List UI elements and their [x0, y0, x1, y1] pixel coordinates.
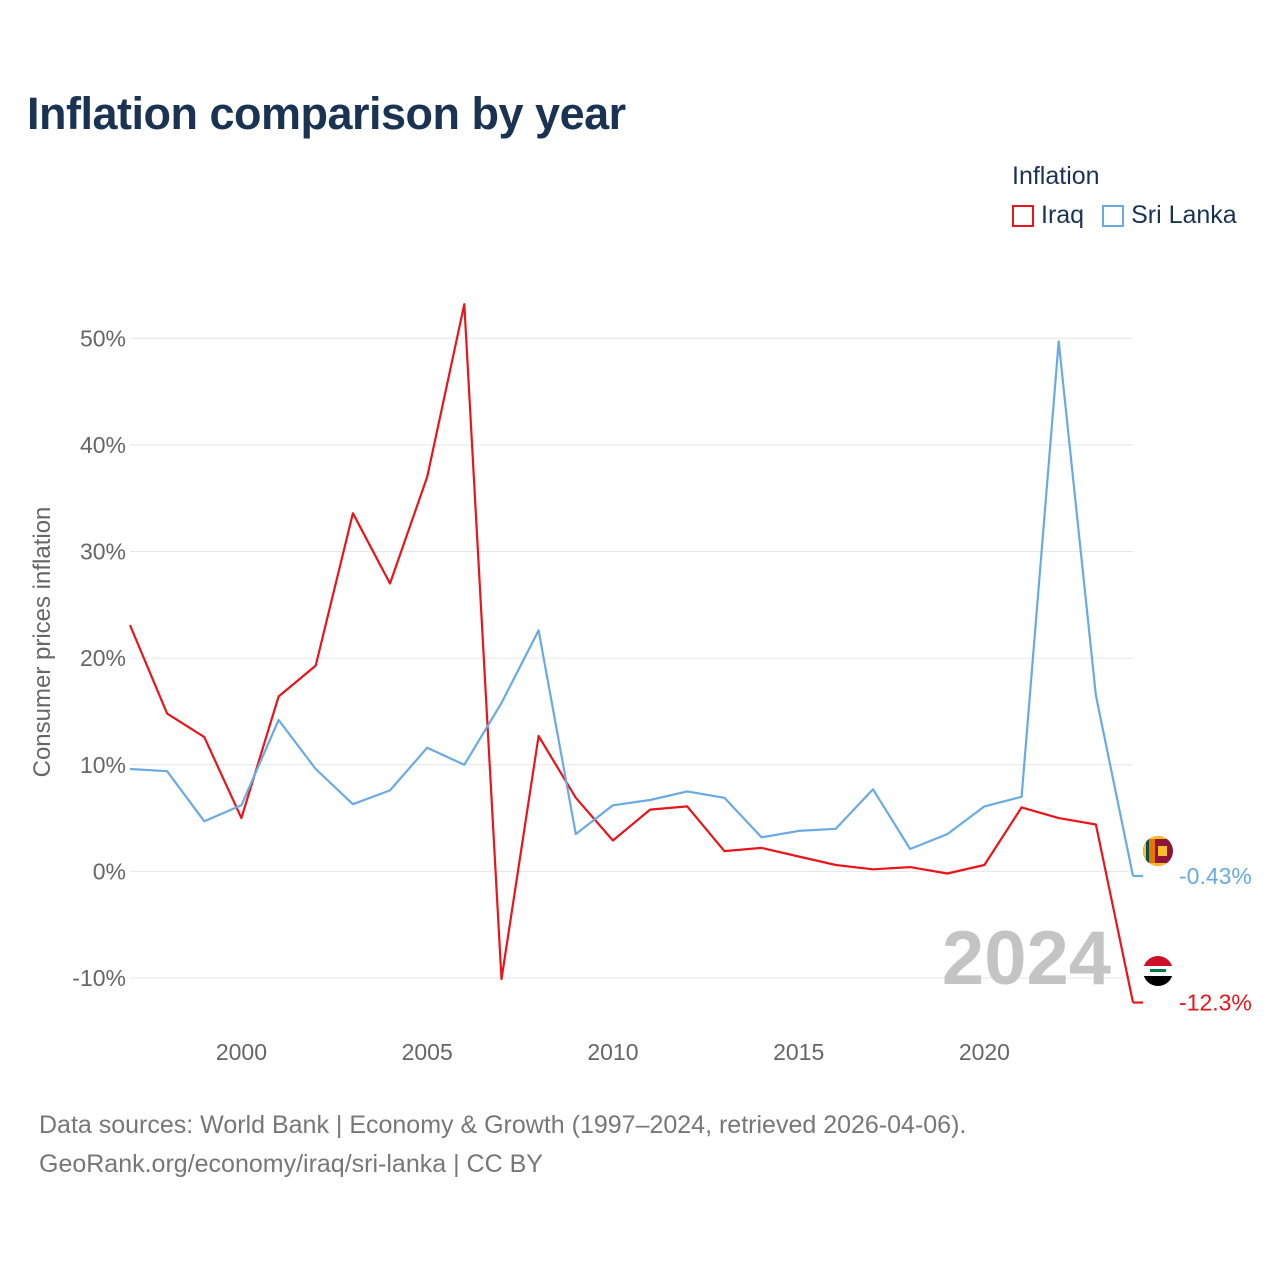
y-tick-label: 20%	[80, 645, 126, 671]
y-tick-label: 50%	[80, 325, 126, 351]
legend-items: Iraq Sri Lanka	[1012, 201, 1255, 230]
legend-label-iraq: Iraq	[1041, 201, 1085, 229]
legend-item-sri-lanka[interactable]: Sri Lanka	[1102, 201, 1237, 230]
x-tick-label: 2000	[216, 1039, 267, 1065]
x-tick-label: 2010	[587, 1039, 638, 1065]
source-line-2: GeoRank.org/economy/iraq/sri-lanka | CC …	[39, 1150, 543, 1178]
legend-label-sri-lanka: Sri Lanka	[1131, 201, 1237, 229]
series-line-iraq	[128, 303, 1135, 1003]
legend-title: Inflation	[1012, 162, 1100, 190]
end-labels: -12.3% -0.43%	[1179, 863, 1252, 1016]
y-tick-label: 40%	[80, 432, 126, 458]
legend-item-iraq[interactable]: Iraq	[1012, 201, 1084, 230]
gridlines	[130, 337, 1133, 979]
x-tick-label: 2020	[959, 1039, 1010, 1065]
sri-lanka-flag-icon	[1143, 836, 1173, 866]
y-tick-label: 0%	[93, 858, 126, 884]
iraq-flag-icon	[1143, 956, 1173, 986]
data-source-note: Data sources: World Bank | Economy & Gro…	[39, 1106, 966, 1184]
y-tick-label: -10%	[72, 965, 126, 991]
source-line-1: Data sources: World Bank | Economy & Gro…	[39, 1111, 967, 1139]
legend: Inflation Iraq Sri Lanka	[1012, 162, 1255, 230]
legend-swatch-iraq	[1012, 204, 1034, 227]
chart-title: Inflation comparison by year	[27, 88, 626, 139]
y-tick-label: 10%	[80, 752, 126, 778]
series-lines	[128, 303, 1143, 1004]
y-tick-label: 30%	[80, 539, 126, 565]
legend-swatch-sri-lanka	[1102, 204, 1125, 227]
year-watermark: 2024	[942, 916, 1111, 1001]
y-axis-ticks: -10% 0% 10% 20% 30% 40% 50%	[72, 325, 126, 991]
x-axis-ticks: 2000 2005 2010 2015 2020	[216, 1039, 1010, 1065]
x-tick-label: 2005	[402, 1039, 453, 1065]
end-label-iraq: -12.3%	[1179, 990, 1252, 1016]
end-label-sri-lanka: -0.43%	[1179, 863, 1252, 889]
x-tick-label: 2015	[773, 1039, 824, 1065]
series-line-sri-lanka	[129, 340, 1135, 877]
y-axis-title: Consumer prices inflation	[29, 507, 56, 778]
